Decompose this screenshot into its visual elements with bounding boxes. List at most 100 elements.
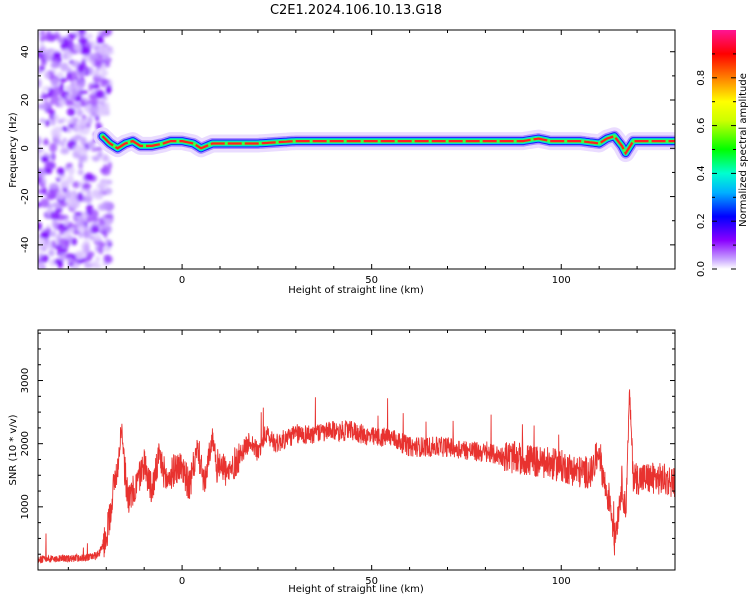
spectrogram-noise-cell — [101, 69, 109, 77]
spectrogram-noise-cell — [103, 213, 113, 219]
spectrogram-y-axis-label: Frequency (Hz) — [8, 112, 19, 188]
spectrogram-noise-cell — [104, 60, 111, 68]
spectrogram-noise-cell — [101, 202, 112, 211]
spectrogram-noise-cell — [95, 115, 100, 122]
spectrogram-noise-cell — [94, 234, 102, 242]
spectrogram-noise-cell — [57, 259, 64, 269]
spectrogram-y-tick-label: 40 — [20, 45, 31, 58]
spectrogram-x-axis-label: Height of straight line (km) — [288, 285, 424, 296]
spectrogram-noise-cell — [66, 175, 74, 184]
spectrogram-noise-cell — [103, 254, 111, 260]
snr-x-tick-label: 100 — [552, 576, 571, 587]
spectrogram-noise-cell — [53, 51, 62, 58]
spectrogram-noise-cell — [57, 189, 65, 200]
spectrogram-noise-cell — [92, 156, 100, 162]
spectrogram-noise-cell — [90, 217, 100, 222]
spectrogram-noise-cell — [67, 119, 74, 124]
spectrogram-noise-cell — [38, 136, 42, 145]
spectrogram-noise-cell — [100, 77, 107, 88]
spectrogram-noise-cell — [72, 181, 81, 189]
spectrogram-noise-layer — [38, 30, 115, 269]
spectrogram-noise-cell — [97, 37, 103, 43]
colorbar-gradient — [712, 30, 736, 269]
spectrogram-noise-cell — [38, 148, 44, 153]
spectrogram-noise-cell — [60, 62, 69, 72]
spectrogram-noise-cell — [59, 227, 64, 236]
colorbar-tick-label: 0.6 — [696, 118, 707, 134]
spectrogram-noise-cell — [50, 60, 60, 69]
spectrogram-noise-cell — [44, 160, 53, 171]
colorbar-label: Normalized spectral amplitude — [738, 73, 749, 227]
spectrogram-noise-cell — [43, 71, 50, 79]
spectrogram-noise-cell — [70, 78, 75, 83]
spectrogram-noise-cell — [43, 137, 49, 146]
spectrogram-noise-cell — [39, 95, 49, 100]
colorbar-tick-label: 0.0 — [696, 261, 707, 277]
spectrogram-noise-cell — [42, 244, 53, 250]
spectrogram-noise-cell — [75, 216, 86, 227]
spectrogram-noise-cell — [101, 155, 111, 163]
spectrogram-noise-cell — [72, 102, 82, 109]
spectrogram-noise-cell — [49, 109, 56, 118]
spectrogram-noise-cell — [48, 183, 59, 190]
spectrogram-noise-cell — [66, 71, 72, 81]
spectrogram-noise-cell — [70, 199, 80, 210]
colorbar-tick-label: 0.4 — [696, 165, 707, 181]
spectrogram-noise-cell — [63, 231, 71, 240]
snr-y-axis: 1000 2000 3000 — [20, 332, 675, 571]
spectrogram-noise-cell — [67, 257, 73, 264]
spectrogram-noise-cell — [87, 116, 93, 125]
spectrogram-noise-cell — [40, 230, 51, 239]
spectrogram-noise-cell — [43, 51, 53, 62]
spectrogram-noise-cell — [70, 193, 76, 202]
spectrogram-noise-cell — [47, 154, 53, 159]
snr-x-tick-label: 0 — [179, 576, 185, 587]
spectrogram-noise-cell — [95, 256, 101, 263]
spectrogram-noise-cell — [86, 251, 95, 258]
spectrogram-noise-cell — [60, 42, 70, 50]
snr-y-tick-label: 3000 — [20, 368, 31, 393]
spectrogram-noise-cell — [59, 77, 68, 83]
spectrogram-noise-cell — [58, 167, 65, 176]
spectrogram-y-tick-label: 20 — [20, 94, 31, 107]
spectrogram-noise-cell — [61, 125, 68, 132]
spectrogram-noise-cell — [39, 42, 45, 50]
spectrogram-noise-cell — [52, 33, 61, 40]
spectrogram-noise-cell — [97, 60, 103, 68]
spectrogram-noise-cell — [60, 147, 70, 155]
spectrogram-noise-cell — [78, 37, 86, 45]
spectrogram-noise-cell — [100, 180, 110, 188]
colorbar-tick-label: 0.8 — [696, 70, 707, 86]
spectrogram-noise-cell — [86, 33, 93, 39]
spectrogram-noise-cell — [40, 198, 50, 208]
spectrogram-noise-cell — [95, 122, 101, 127]
spectrogram-noise-cell — [50, 210, 60, 221]
spectrogram-noise-cell — [97, 151, 104, 158]
spectrogram-noise-cell — [47, 87, 55, 96]
spectrogram-noise-cell — [44, 119, 51, 127]
spectrogram-noise-cell — [107, 210, 113, 215]
spectrogram-noise-cell — [54, 244, 63, 251]
spectrogram-noise-cell — [41, 187, 48, 195]
snr-x-tick-label: 50 — [365, 576, 378, 587]
spectrogram-noise-cell — [60, 141, 66, 148]
spectrogram-noise-cell — [59, 237, 68, 246]
spectrogram-noise-cell — [82, 239, 91, 250]
spectrogram-noise-cell — [86, 189, 91, 195]
spectrogram-noise-cell — [96, 146, 103, 152]
snr-y-tick-label: 1000 — [20, 494, 31, 519]
snr-series-line — [38, 389, 675, 564]
spectrogram-noise-cell — [38, 246, 44, 252]
snr-frame — [37, 329, 676, 571]
spectrogram-noise-cell — [75, 250, 84, 261]
spectrogram-noise-cell — [80, 98, 86, 107]
spectrogram-noise-cell — [103, 246, 112, 252]
spectrogram-noise-cell — [46, 48, 56, 53]
spectrogram-noise-cell — [40, 254, 50, 263]
colorbar: 0.0 0.2 0.4 0.6 0.8 Normalized spectral ampl… — [696, 30, 749, 277]
spectrogram-noise-cell — [107, 161, 112, 170]
spectrogram-noise-cell — [59, 201, 68, 208]
spectrogram-noise-cell — [77, 192, 83, 202]
spectrogram-noise-cell — [95, 69, 100, 78]
